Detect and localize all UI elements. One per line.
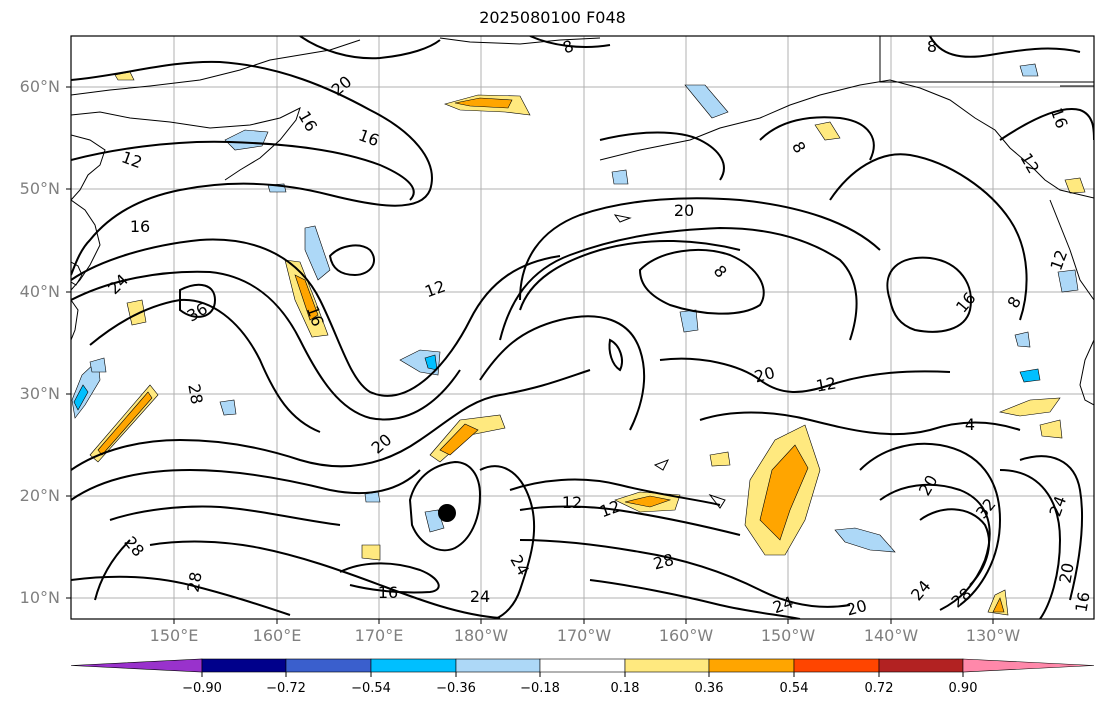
contour-label: 16: [378, 583, 398, 602]
contour-label: 24: [470, 587, 490, 606]
lat-ticks: [66, 86, 71, 599]
contour-label: 16: [1071, 590, 1093, 613]
map-title: 2025080100 F048: [479, 8, 626, 27]
lon-ticks: [173, 619, 994, 624]
contour-label: 20: [1055, 561, 1077, 584]
lon-label: 160°W: [658, 626, 714, 645]
lat-label: 40°N: [19, 282, 60, 301]
colorbar-tick-label: 0.54: [779, 681, 809, 696]
contour-label: 4: [965, 415, 975, 434]
contour-label: 12: [562, 493, 582, 512]
lat-label: 30°N: [19, 384, 60, 403]
colorbar-tick-label: −0.72: [266, 681, 306, 696]
storm-center-marker: [438, 504, 456, 522]
colorbar-tick-label: −0.18: [520, 681, 560, 696]
lat-label: 60°N: [19, 77, 60, 96]
lon-label: 170°W: [556, 626, 612, 645]
colorbar-tick-label: 0.72: [864, 681, 894, 696]
contour-label: 28: [651, 550, 676, 574]
colorbar-tick-label: −0.90: [182, 681, 222, 696]
contour-label: 12: [814, 373, 837, 395]
colorbar-tick-label: 0.90: [948, 681, 978, 696]
colorbar-tick-label: 0.18: [610, 681, 640, 696]
contour-label: 16: [130, 217, 150, 236]
lon-label: 180°W: [453, 626, 509, 645]
lat-label: 10°N: [19, 588, 60, 607]
contour-label: 28: [184, 382, 206, 405]
contour-label: 28: [183, 570, 205, 593]
map-background: [71, 36, 1094, 619]
map-frame: [70, 35, 1095, 620]
contour-label: 8: [927, 37, 937, 56]
lon-label: 140°W: [863, 626, 919, 645]
colorbar-tick-label: 0.36: [694, 681, 724, 696]
lat-label: 20°N: [19, 486, 60, 505]
contour-label: 20: [752, 363, 777, 387]
shaded-fields: [71, 63, 1086, 616]
lon-label: 170°E: [354, 626, 404, 645]
lat-label: 50°N: [19, 179, 60, 198]
lon-label: 130°W: [965, 626, 1021, 645]
contour-label: 20: [844, 596, 869, 620]
lon-label: 160°E: [252, 626, 302, 645]
lon-label: 150°E: [149, 626, 199, 645]
contour-label: 20: [674, 201, 694, 220]
colorbar-tick-label: −0.54: [351, 681, 391, 696]
lon-label: 150°W: [760, 626, 816, 645]
coastlines: [71, 36, 1094, 509]
colorbar-tick-label: −0.36: [436, 681, 476, 696]
contour-lines: [71, 36, 1094, 619]
